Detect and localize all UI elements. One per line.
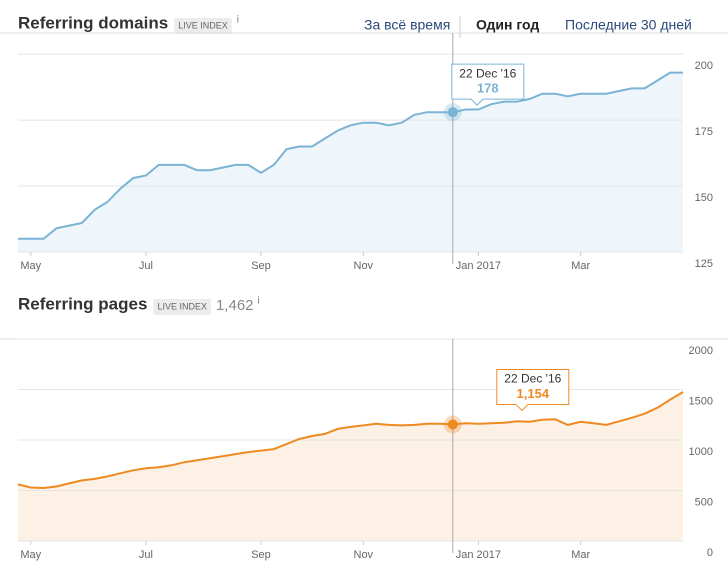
x-tick-label: May (20, 260, 41, 272)
live-index-badge: LIVE INDEX (178, 20, 228, 30)
chart-title: Referring pages (18, 294, 147, 313)
time-range-tab[interactable]: Один год (476, 17, 539, 33)
y-tick-label: 1000 (689, 446, 713, 458)
time-range-tab[interactable]: Последние 30 дней (565, 17, 692, 33)
series-line (17, 391, 684, 490)
tooltip-date: 22 Dec '16 (459, 66, 516, 80)
x-tick-label: Nov (354, 549, 374, 561)
y-tick-label: 125 (695, 258, 713, 270)
info-icon[interactable]: i (258, 296, 260, 307)
x-tick-label: Mar (571, 260, 590, 272)
y-tick-label: 1500 (689, 395, 713, 407)
y-tick-label: 500 (695, 496, 713, 508)
area-fill (18, 392, 683, 541)
y-tick-label: 0 (707, 547, 713, 559)
y-tick-label: 150 (695, 192, 713, 204)
y-tick-label: 200 (695, 60, 713, 72)
x-tick-label: Jul (139, 260, 153, 272)
total-count: 1,462 (216, 297, 254, 314)
live-index-badge: LIVE INDEX (157, 301, 207, 311)
x-tick-label: Jan 2017 (456, 260, 501, 272)
x-tick-label: Mar (571, 549, 590, 561)
tooltip-box (451, 63, 525, 106)
y-tick-label: 175 (695, 126, 713, 138)
x-tick-label: Jan 2017 (456, 549, 501, 561)
hover-dot (447, 419, 458, 430)
chart-title: Referring domains (18, 13, 168, 32)
x-tick-label: Sep (251, 260, 271, 272)
x-tick-label: Jul (139, 549, 153, 561)
x-tick-label: Nov (354, 260, 374, 272)
x-tick-label: Sep (251, 549, 271, 561)
hover-dot (447, 107, 458, 118)
y-tick-label: 2000 (689, 345, 713, 357)
tooltip-box (496, 368, 570, 412)
x-tick-label: May (20, 549, 41, 561)
series-line (18, 71, 683, 240)
tooltip-date: 22 Dec '16 (504, 372, 561, 386)
badge-background (153, 299, 211, 315)
time-range-tab[interactable]: За всё время (364, 17, 450, 33)
badge-background (174, 18, 232, 34)
info-icon[interactable]: i (237, 15, 239, 26)
tooltip-value: 1,154 (517, 386, 550, 401)
area-fill (18, 72, 683, 252)
tooltip-value: 178 (477, 81, 499, 96)
